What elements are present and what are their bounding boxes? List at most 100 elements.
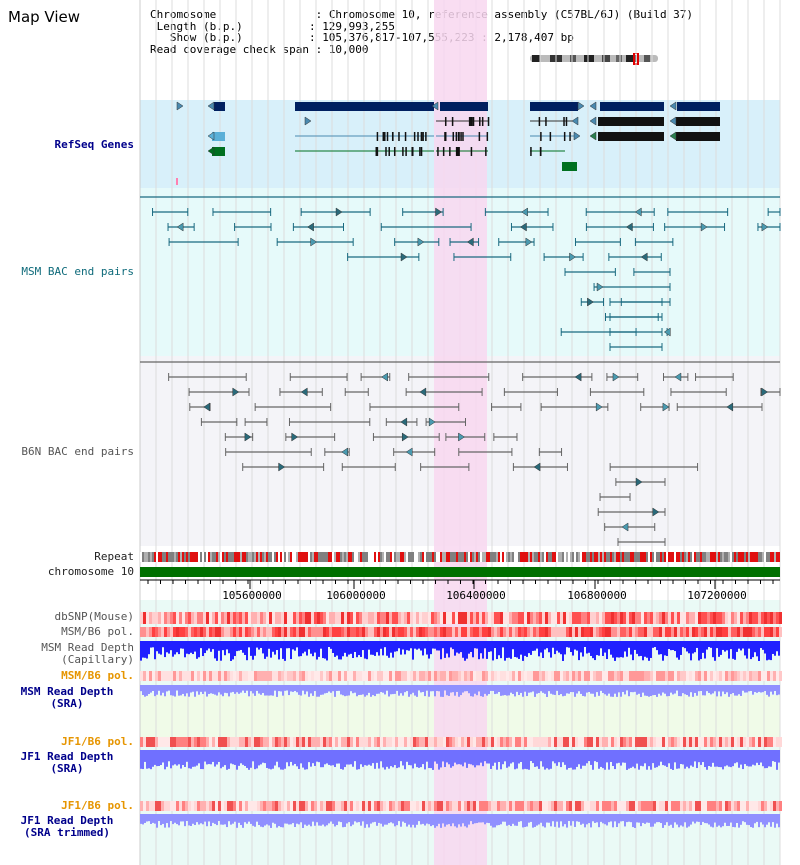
depth-bar	[584, 685, 586, 697]
repeat-segment	[274, 552, 276, 562]
track-label-jf1-b6-pol[interactable]: JF1/B6 pol.	[61, 735, 134, 748]
depth-bar	[570, 685, 572, 693]
heat-cell	[251, 627, 254, 637]
track-label-msm-bac[interactable]: MSM BAC end pairs	[21, 265, 134, 278]
heat-cell	[209, 612, 212, 624]
track-label-msm-b6-pol-sra[interactable]: MSM/B6 pol.	[61, 669, 134, 682]
depth-bar	[420, 814, 422, 825]
depth-bar	[286, 750, 288, 763]
heat-cell	[485, 612, 488, 624]
depth-bar	[326, 685, 328, 693]
heat-cell	[575, 671, 578, 681]
depth-bar	[528, 641, 530, 654]
depth-bar	[182, 641, 184, 649]
depth-bar	[732, 685, 734, 694]
repeat-segment	[166, 552, 168, 562]
heat-cell	[353, 671, 356, 681]
heat-cell	[680, 612, 683, 624]
depth-bar	[650, 814, 652, 827]
depth-bar	[158, 685, 160, 691]
track-label-msm-b6-pol[interactable]: MSM/B6 pol.	[61, 625, 134, 638]
strand-arrow	[569, 252, 576, 262]
track-label-dbsnp[interactable]: dbSNP(Mouse)	[54, 610, 134, 623]
track-label-jf1-b6-pol-2[interactable]: JF1/B6 pol.	[61, 799, 134, 812]
track-label-refseq-genes[interactable]: RefSeq Genes	[54, 138, 134, 151]
depth-bar	[544, 750, 546, 770]
depth-bar	[332, 641, 334, 654]
depth-bar	[758, 641, 760, 661]
heat-cell	[494, 612, 497, 624]
depth-bar	[472, 641, 474, 658]
depth-bar	[472, 685, 474, 697]
depth-bar	[490, 814, 492, 826]
heat-cell	[413, 627, 416, 637]
depth-bar	[480, 641, 482, 654]
depth-bar	[160, 750, 162, 766]
depth-bar	[326, 641, 328, 661]
heat-cell	[464, 627, 467, 637]
heat-cell	[557, 671, 560, 681]
heat-cell	[503, 612, 506, 624]
heat-cell	[257, 737, 260, 747]
depth-bar	[774, 814, 776, 828]
depth-bar	[350, 750, 352, 765]
repeat-segment	[500, 552, 502, 562]
heat-cell	[593, 671, 596, 681]
heat-cell	[179, 627, 182, 637]
depth-bar	[708, 685, 710, 693]
depth-bar	[596, 685, 598, 693]
depth-bar	[292, 814, 294, 824]
heat-cell	[668, 801, 671, 811]
depth-bar	[260, 641, 262, 648]
heat-cell	[281, 801, 284, 811]
track-label-chromosome[interactable]: chromosome 10	[47, 565, 134, 578]
heat-cell	[668, 612, 671, 624]
depth-bar	[520, 814, 522, 822]
depth-bar	[710, 814, 712, 827]
repeat-segment	[560, 552, 562, 562]
heat-cell	[245, 737, 248, 747]
heat-cell	[365, 671, 368, 681]
heat-cell	[689, 801, 692, 811]
depth-bar	[452, 685, 454, 693]
track-label-repeat[interactable]: Repeat	[94, 550, 134, 563]
depth-bar	[290, 685, 292, 692]
track-label-b6n-bac[interactable]: B6N BAC end pairs	[21, 445, 134, 458]
depth-bar	[508, 814, 510, 825]
repeat-segment	[552, 552, 554, 562]
repeat-segment	[262, 552, 264, 562]
heat-cell	[149, 627, 152, 637]
repeat-segment	[280, 552, 282, 562]
repeat-segment	[394, 552, 396, 562]
depth-bar	[304, 814, 306, 825]
depth-bar	[398, 750, 400, 768]
heat-cell	[452, 612, 455, 624]
heat-cell	[422, 627, 425, 637]
heat-cell	[746, 671, 749, 681]
heat-cell	[155, 671, 158, 681]
repeat-segment	[738, 552, 740, 562]
strand-arrow	[662, 402, 670, 412]
heat-cell	[776, 627, 779, 637]
repeat-segment	[352, 552, 354, 562]
heat-cell	[659, 627, 662, 637]
track-label-jf1-depth-trimmed[interactable]: JF1 Read Depth (SRA trimmed)	[0, 815, 134, 839]
depth-bar	[162, 750, 164, 763]
depth-bar	[396, 685, 398, 691]
depth-bar	[398, 814, 400, 822]
track-label-msm-depth-capillary[interactable]: MSM Read Depth (Capillary)	[30, 642, 134, 666]
depth-bar	[284, 814, 286, 824]
depth-bar	[418, 814, 420, 822]
depth-bar	[158, 641, 160, 654]
heat-cell	[608, 612, 611, 624]
depth-bar	[618, 641, 620, 658]
track-label-jf1-depth-sra[interactable]: JF1 Read Depth (SRA)	[0, 751, 134, 775]
heat-cell	[266, 627, 269, 637]
heat-cell	[470, 671, 473, 681]
repeat-segment	[414, 552, 416, 562]
heat-cell	[629, 801, 632, 811]
depth-bar	[762, 685, 764, 693]
track-label-msm-depth-sra[interactable]: MSM Read Depth (SRA)	[0, 686, 134, 710]
depth-bar	[386, 685, 388, 691]
